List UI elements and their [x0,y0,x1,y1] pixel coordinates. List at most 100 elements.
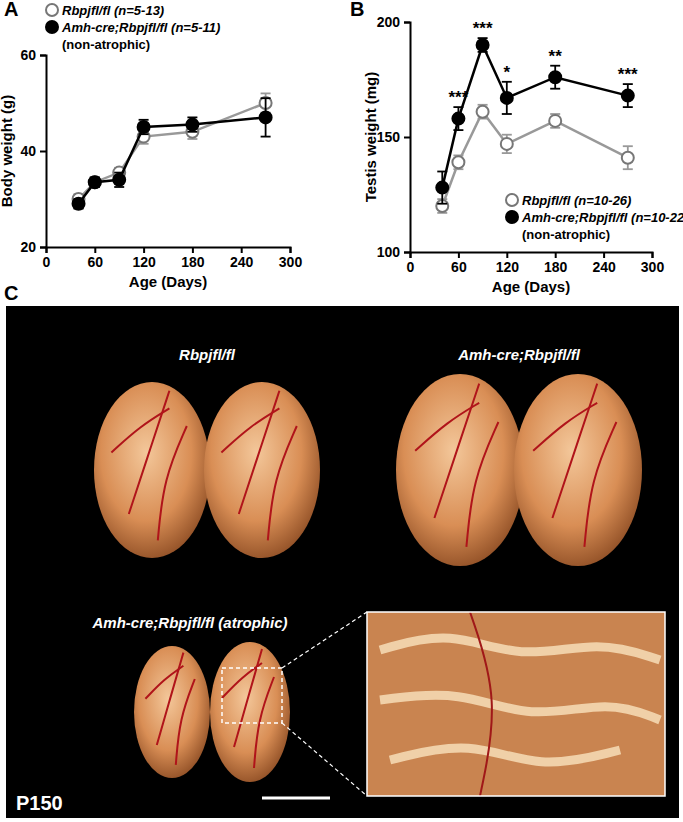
testis-body [396,374,524,566]
tick: 20 [20,239,46,255]
tick: 240 [592,252,616,275]
error-bar [187,117,197,131]
tick: 40 [20,143,46,159]
point [501,138,513,150]
tick-mark [241,247,243,253]
point [622,90,634,102]
age-label: P150 [16,792,63,814]
legend-label: (non-atrophic) [522,227,610,242]
tick-mark [94,247,96,253]
error-cap [261,136,271,138]
tick-label: 180 [181,254,205,270]
tick: 240 [230,247,254,270]
tick-mark [458,252,460,258]
testis [514,374,642,566]
tick-label: 100 [377,244,401,260]
series [73,93,272,205]
zoom-inset [367,612,665,796]
x-axis-title: Age (Days) [492,278,570,295]
error-bar [114,173,124,187]
tick-label: 60 [88,254,104,270]
tick-label: 150 [377,129,401,145]
line [442,112,628,206]
testis-body [134,646,210,778]
testis [134,646,210,778]
tick-mark [603,252,605,258]
tick: 60 [88,247,104,270]
zoom-connector [282,612,367,668]
tick-mark [404,252,410,254]
y-axis-title: Body weight (g) [0,95,15,208]
vessel [584,422,616,547]
point [452,156,464,168]
error-bar [437,172,447,204]
point [436,182,448,194]
tick-label: 40 [20,143,36,159]
tick-label: 60 [451,259,467,275]
tick: 300 [641,252,665,275]
axis-line [404,23,411,253]
testis [204,382,320,558]
tick-mark [40,151,46,153]
annotation: ** [549,47,563,66]
series [436,38,634,204]
point [260,111,272,123]
tick-label: 300 [641,259,665,275]
tick: 150 [377,129,410,145]
vessel [176,679,195,765]
tick-mark [192,247,194,253]
testis [396,374,524,566]
vessel [145,666,183,699]
tick-mark [404,137,410,139]
tick-label: 180 [544,259,568,275]
error-bar [623,84,633,107]
tick: 0 [43,247,51,270]
tick-label: 0 [43,254,51,270]
line [442,45,628,188]
error-cap [502,152,512,154]
zoom-source [222,668,282,723]
line [79,117,266,203]
error-bar [453,107,463,130]
line [79,103,266,199]
y-axis: 20 40 60 [20,47,46,255]
vessel [221,408,279,452]
vessel [470,612,492,796]
testis-body [514,374,642,566]
photo-label: Amh-cre;Rbpjfl/fl (atrophic) [92,614,288,631]
testis-body [94,382,210,558]
x-axis: 060120180240300 [407,252,665,275]
tick-mark [404,22,410,24]
tick-mark [290,247,292,253]
annotation: * [503,63,510,82]
tick-label: 120 [132,254,156,270]
y-axis: 100 150 200 [377,14,411,260]
error-bar [550,66,560,89]
tubule [380,638,660,660]
error-cap [502,134,512,136]
legend: Rbpjfl/fl (n=5-13)Amh-cre;Rbpjfl/fl (n=5… [46,3,220,52]
zoom-content [367,612,665,796]
vessel [222,663,262,698]
error-bar [453,155,463,169]
point [113,174,125,186]
testis [94,382,210,558]
error-bar [139,120,149,134]
testis-body [204,382,320,558]
tick-label: 200 [377,14,401,30]
plot-area [73,93,272,209]
series [73,98,272,210]
error-bar [478,105,488,119]
point [477,39,489,51]
point [452,113,464,125]
annotation: *** [473,19,493,38]
error-cap [623,145,633,147]
error-cap [623,106,633,108]
axis-line [40,56,47,248]
axis-line [47,248,291,254]
error-bar [502,135,512,153]
legend-label: (non-atrophic) [62,37,150,52]
tick-label: 60 [20,47,36,63]
legend-marker [506,194,518,206]
point [89,176,101,188]
